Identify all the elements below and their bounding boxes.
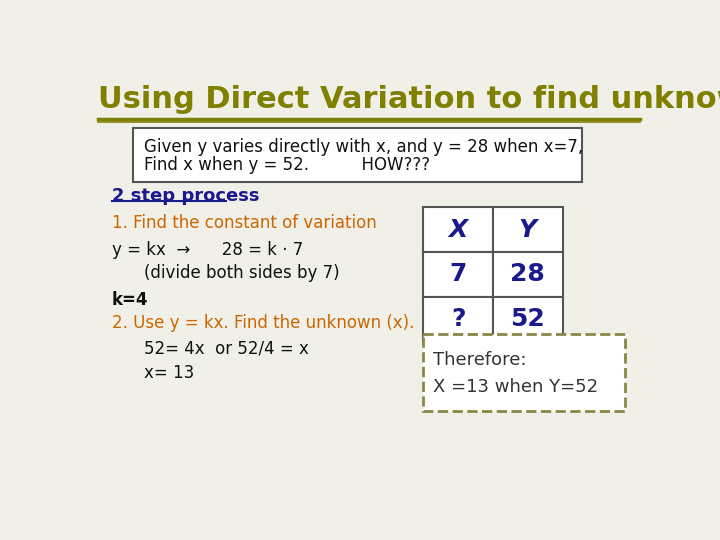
Text: 28: 28: [510, 262, 545, 286]
FancyBboxPatch shape: [132, 128, 582, 182]
Text: 52: 52: [510, 307, 545, 331]
Text: 2 step process: 2 step process: [112, 187, 259, 205]
Text: 2. Use y = kx. Find the unknown (x).: 2. Use y = kx. Find the unknown (x).: [112, 314, 414, 332]
Text: X =13 when Y=52: X =13 when Y=52: [433, 377, 598, 396]
Text: Find x when y = 52.          HOW???: Find x when y = 52. HOW???: [144, 156, 431, 174]
Bar: [493, 296, 563, 341]
FancyBboxPatch shape: [423, 334, 625, 411]
Text: y = kx  →      28 = k · 7: y = kx → 28 = k · 7: [112, 241, 303, 259]
Text: 7: 7: [449, 262, 467, 286]
Bar: [423, 296, 493, 341]
Text: Y: Y: [519, 218, 537, 241]
Text: ?: ?: [451, 307, 465, 331]
Text: X: X: [449, 218, 468, 241]
Text: Given y varies directly with x, and y = 28 when x=7,: Given y varies directly with x, and y = …: [144, 138, 583, 156]
Text: k=4: k=4: [112, 291, 148, 309]
Text: Using Direct Variation to find unknowns (y = kx): Using Direct Variation to find unknowns …: [98, 85, 720, 114]
Bar: [493, 252, 563, 296]
Text: x= 13: x= 13: [144, 364, 194, 382]
Bar: [423, 252, 493, 296]
Bar: [493, 207, 563, 252]
Text: Therefore:: Therefore:: [433, 350, 527, 369]
Text: (divide both sides by 7): (divide both sides by 7): [144, 264, 340, 282]
Text: 1. Find the constant of variation: 1. Find the constant of variation: [112, 214, 377, 232]
Bar: [423, 207, 493, 252]
Text: 52= 4x  or 52/4 = x: 52= 4x or 52/4 = x: [144, 339, 309, 357]
